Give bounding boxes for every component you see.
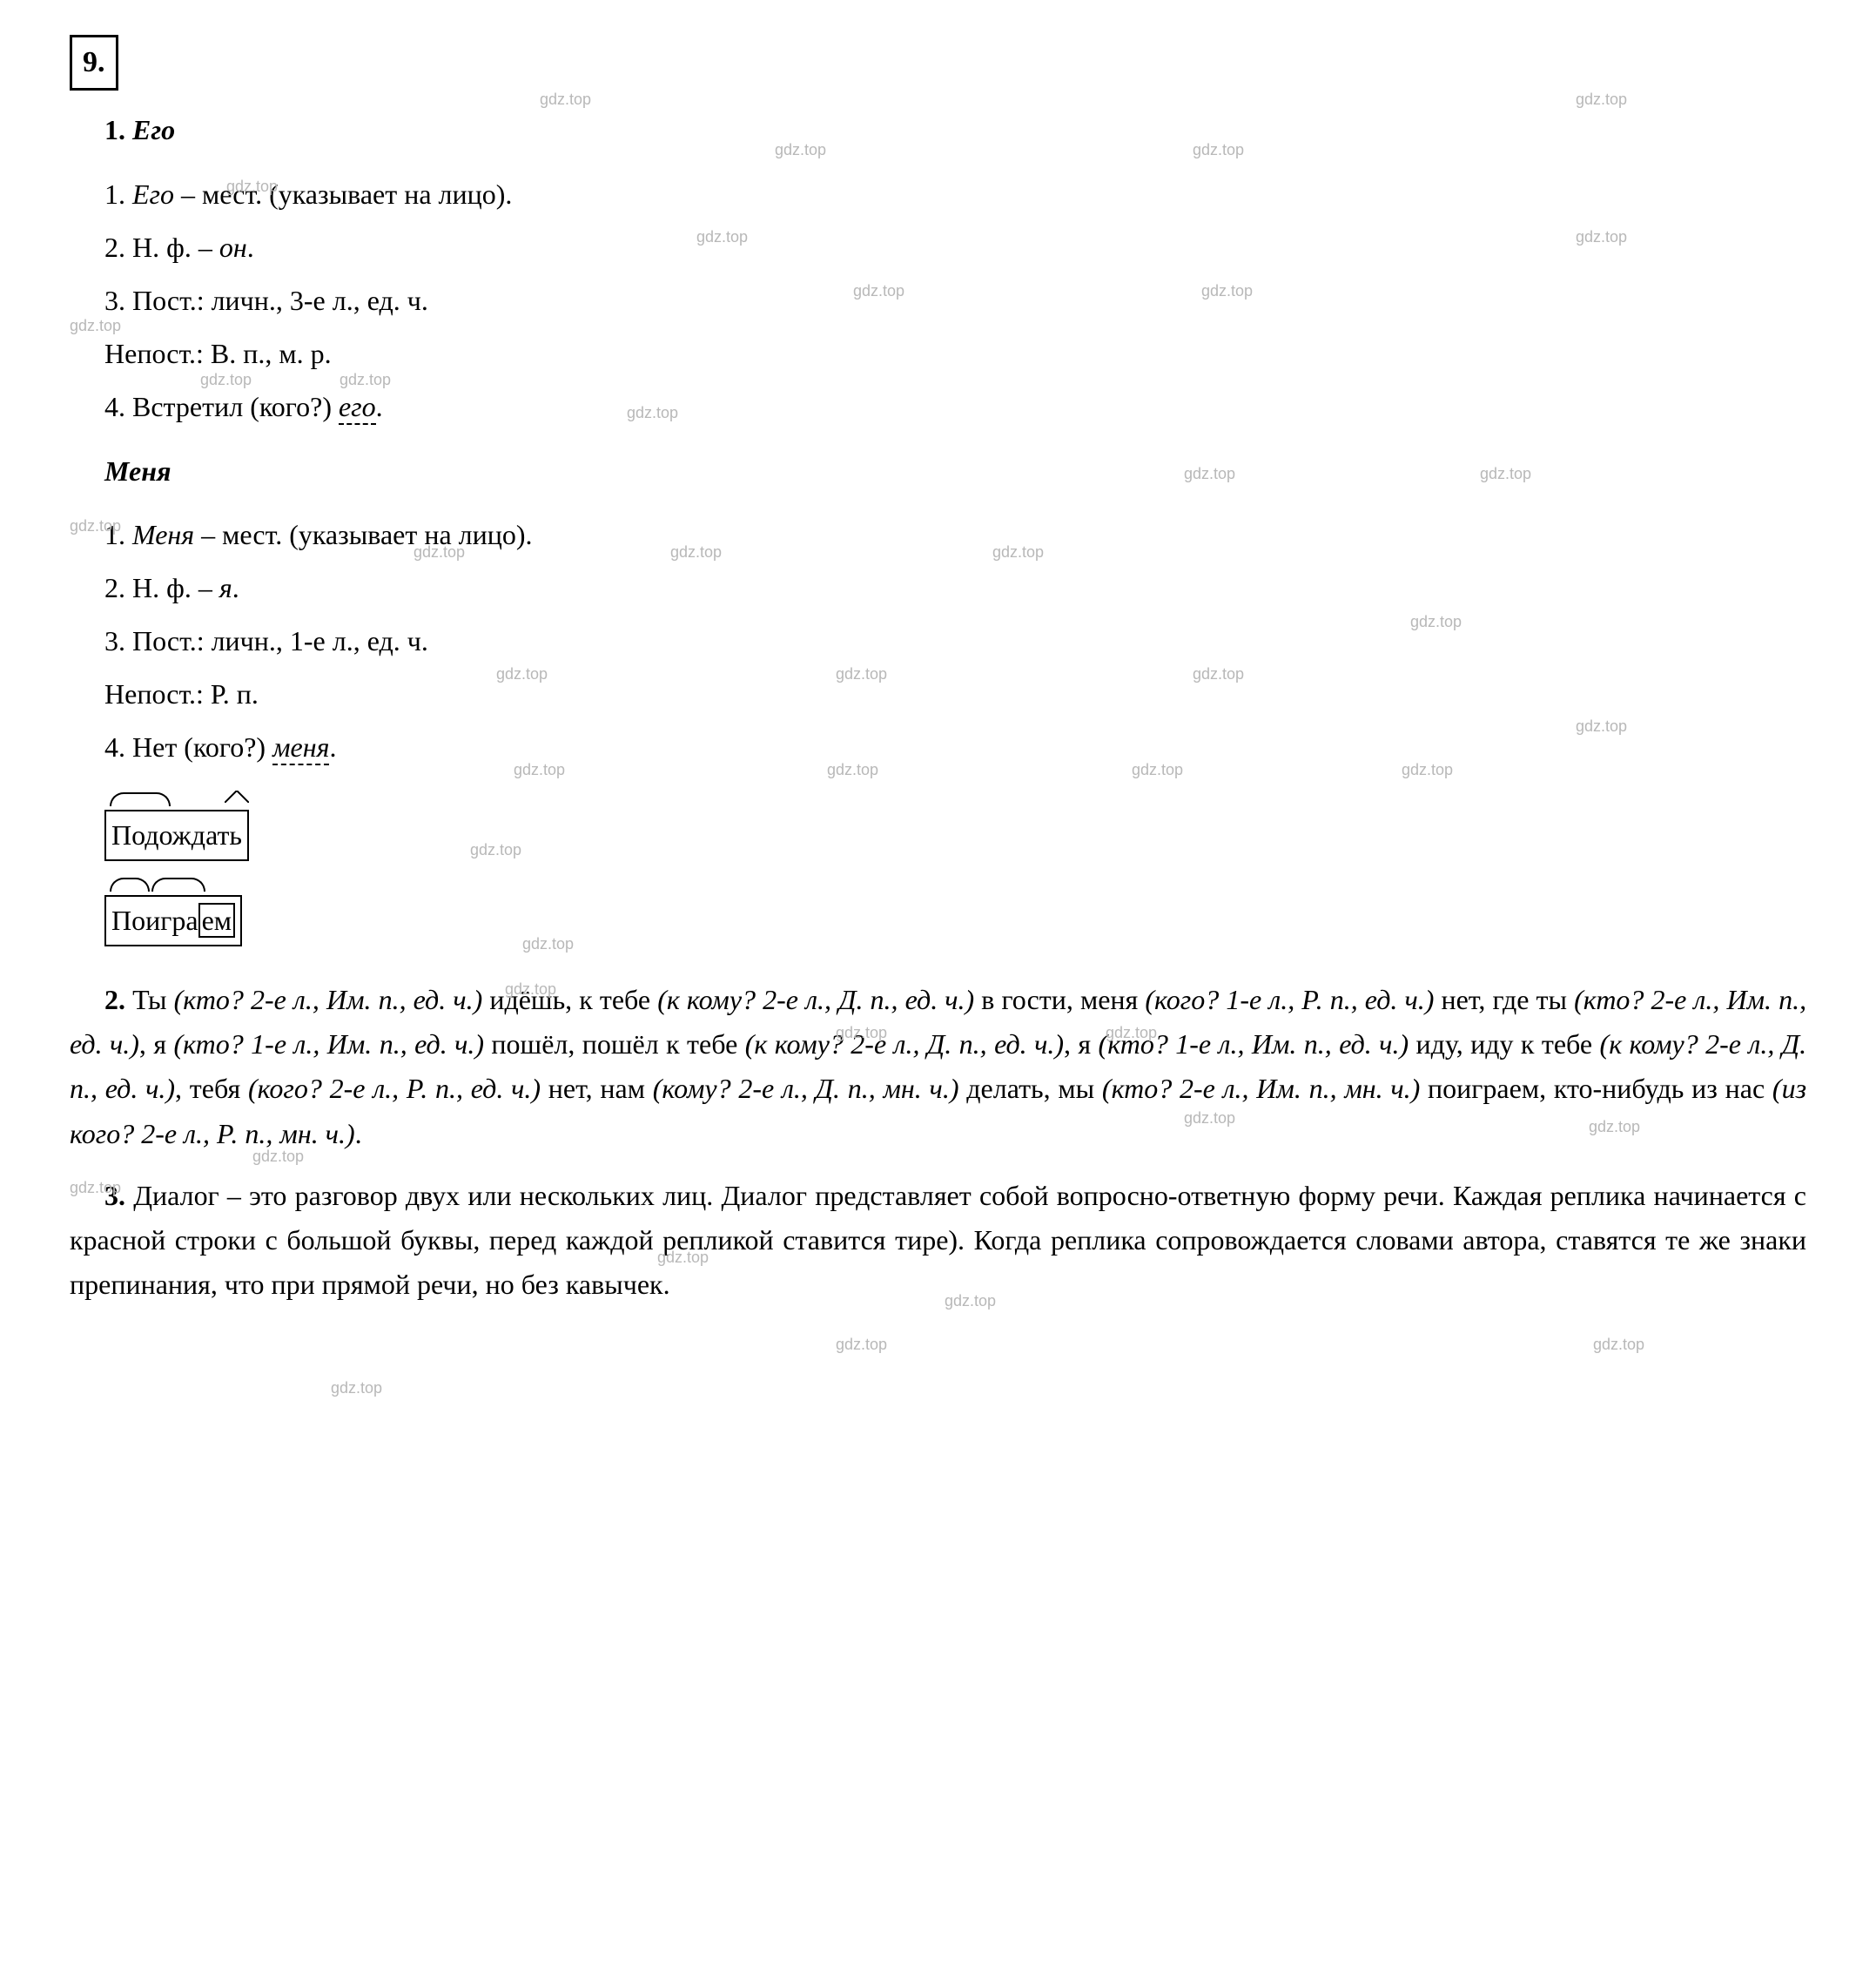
part3-number: 3. [104, 1180, 125, 1211]
word2-line3: 3. Пост.: личн., 1-е л., ед. ч. [70, 619, 1806, 663]
w2-l3: 3. Пост.: личн., 1-е л., ед. ч. [104, 625, 428, 656]
w2-title: Меня [104, 455, 171, 487]
part2-segment: , тебя [175, 1073, 248, 1104]
watermark-text: gdz.top [331, 1376, 382, 1401]
morpheme-word1-container: Подождать [104, 803, 249, 868]
part2-segment: , я [139, 1028, 174, 1060]
w1-l4: Непост.: В. п., м. р. [104, 338, 332, 369]
morpheme2-prefix-arc [110, 878, 150, 892]
morpheme-word1-row: Подождать [70, 790, 1806, 875]
w2-l1-prefix: 1. [104, 519, 132, 550]
morpheme1-prefix-arc [110, 792, 171, 806]
morpheme1-suffix-roof [225, 791, 249, 803]
part2-segment: (кто? 2-е л., Им. п., мн. ч.) [1102, 1073, 1420, 1104]
part2-number: 2. [104, 984, 125, 1015]
w2-l5-prefix: 4. Нет (кого?) [104, 731, 272, 763]
w1-l2-end: . [247, 232, 254, 263]
exercise-number: 9. [83, 46, 105, 78]
part2-segment: (к кому? 2-е л., Д. п., ед. ч.) [657, 984, 974, 1015]
part2-segment: делать, мы [958, 1073, 1101, 1104]
part2-segment: , я [1064, 1028, 1099, 1060]
part2-segment: (кого? 1-е л., Р. п., ед. ч.) [1145, 984, 1434, 1015]
morpheme-word2-stem: Поигра [111, 905, 198, 936]
word2-line4: Непост.: Р. п. [70, 672, 1806, 717]
w1-l3: 3. Пост.: личн., 3-е л., ед. ч. [104, 285, 428, 316]
part2-segment: поиграем, кто-нибудь из нас [1420, 1073, 1772, 1104]
part2-segment: (к кому? 2-е л., Д. п., ед. ч.) [745, 1028, 1064, 1060]
morpheme-word2-ending: ем [198, 903, 235, 938]
word1-line1: 1. Его – мест. (указывает на лицо). [70, 172, 1806, 217]
w2-l2-end: . [232, 572, 239, 603]
w2-l5-word: меня [272, 731, 329, 765]
part2-segment: иду, иду к тебе [1409, 1028, 1599, 1060]
w1-l5-word: его [339, 391, 376, 425]
w2-l4: Непост.: Р. п. [104, 678, 259, 710]
morpheme-word2-row: Поиграем [70, 875, 1806, 960]
part2-content: Ты (кто? 2-е л., Им. п., ед. ч.) идёшь, … [70, 984, 1806, 1149]
word1-line4: Непост.: В. п., м. р. [70, 332, 1806, 376]
part2-segment: (кому? 2-е л., Д. п., мн. ч.) [653, 1073, 959, 1104]
w1-l5-end: . [376, 391, 383, 422]
word1-line3: 3. Пост.: личн., 3-е л., ед. ч. [70, 279, 1806, 323]
w2-l5-end: . [329, 731, 336, 763]
morpheme-word2-box: Поиграем [104, 895, 242, 946]
word2-line1: 1. Меня – мест. (указывает на лицо). [70, 513, 1806, 557]
morpheme-word2-container: Поиграем [104, 888, 242, 953]
part2-segment: в гости, меня [974, 984, 1145, 1015]
w2-l1-word: Меня [132, 519, 194, 550]
word2-title: Меня [70, 449, 1806, 494]
w2-l2-word: я [219, 572, 232, 603]
part2-segment: . [355, 1118, 362, 1149]
w1-l5-prefix: 4. Встретил (кого?) [104, 391, 339, 422]
w1-l1-word: Его [132, 178, 174, 210]
morpheme-word1-box: Подождать [104, 810, 249, 861]
part2-segment: (кто? 1-е л., Им. п., ед. ч.) [173, 1028, 484, 1060]
part1-heading: 1. Его [70, 108, 1806, 152]
w1-l2-word: он [219, 232, 247, 263]
suffix-roof-icon [225, 791, 249, 803]
w1-l2-prefix: 2. Н. ф. – [104, 232, 219, 263]
part2-segment: (кого? 2-е л., Р. п., ед. ч.) [248, 1073, 541, 1104]
part1-word: Его [132, 114, 175, 145]
word1-line2: 2. Н. ф. – он. [70, 226, 1806, 270]
part2-segment: (кто? 1-е л., Им. п., ед. ч.) [1099, 1028, 1409, 1060]
w2-l1-rest: – мест. (указывает на лицо). [194, 519, 532, 550]
watermark-text: gdz.top [836, 1332, 887, 1357]
w1-l1-prefix: 1. [104, 178, 132, 210]
part3-text: Диалог – это разговор двух или нескольки… [70, 1180, 1806, 1300]
watermark-text: gdz.top [1593, 1332, 1644, 1357]
exercise-number-box: 9. [70, 35, 118, 91]
part1-number: 1. [104, 114, 125, 145]
word2-line5: 4. Нет (кого?) меня. [70, 725, 1806, 770]
morpheme-word1: Подождать [111, 819, 242, 851]
part2-paragraph: 2. Ты (кто? 2-е л., Им. п., ед. ч.) идёш… [70, 978, 1806, 1156]
part2-segment: нет, где ты [1434, 984, 1574, 1015]
part3-paragraph: 3. Диалог – это разговор двух или нескол… [70, 1174, 1806, 1308]
w2-l2-prefix: 2. Н. ф. – [104, 572, 219, 603]
part2-segment: (кто? 2-е л., Им. п., ед. ч.) [174, 984, 483, 1015]
part2-segment: идёшь, к тебе [482, 984, 657, 1015]
w1-l1-rest: – мест. (указывает на лицо). [174, 178, 512, 210]
word1-line5: 4. Встретил (кого?) его. [70, 385, 1806, 429]
part2-segment: Ты [125, 984, 174, 1015]
morpheme2-root-arc [151, 878, 205, 892]
part2-segment: пошёл, пошёл к тебе [484, 1028, 745, 1060]
part2-segment: нет, нам [541, 1073, 653, 1104]
word2-line2: 2. Н. ф. – я. [70, 566, 1806, 610]
